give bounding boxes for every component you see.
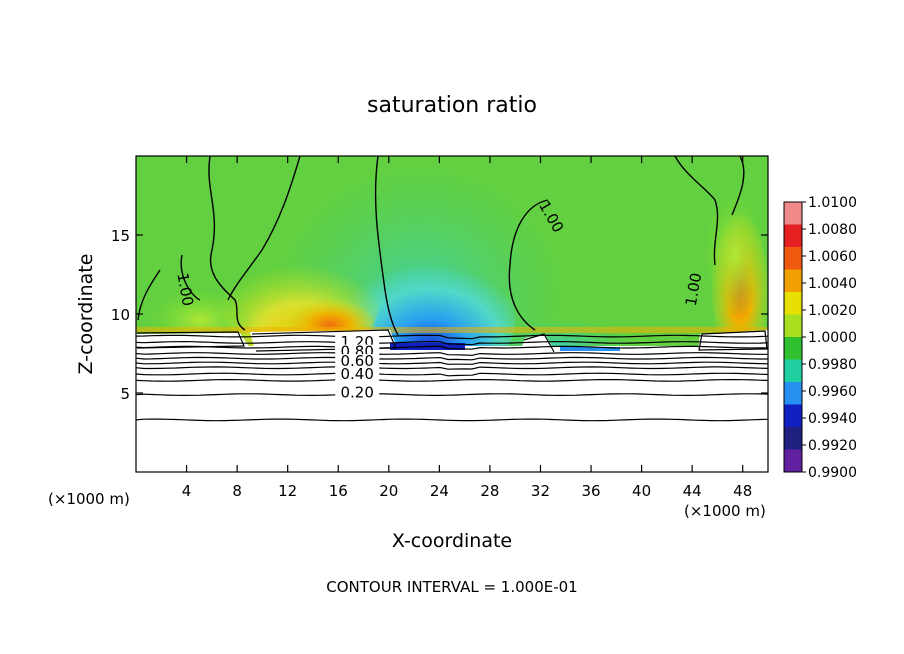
colorbar-tick-label: 1.0040 [808,276,857,292]
colorbar-tick-label: 0.9960 [808,384,857,400]
x-tick-label: 36 [581,482,600,500]
colorbar-segment [784,202,802,225]
colorbar-segment [784,224,802,248]
contour-line [135,356,768,361]
contour-label: 0.60 [340,352,373,370]
lower-contour-lines [135,334,769,422]
y-tick-label: 5 [120,385,130,403]
x-tick-label: 4 [182,482,192,500]
colorbar-segment [784,449,802,473]
y-tick-label: 10 [111,306,130,324]
colorbar-segment [784,359,802,383]
cloud-base-outlines [136,329,768,353]
colorbar-segment [784,292,802,315]
contour-line [135,366,769,370]
x-tick-label: 48 [733,482,752,500]
x-unit-left: (×1000 m) [48,490,130,508]
x-axis: 4 8 12 16 20 24 28 32 36 40 44 48 [182,156,752,500]
x-tick-label: 8 [232,482,242,500]
colorbar-tick-label: 1.0100 [808,195,857,211]
contour-label: 0.20 [340,384,373,402]
x-unit-right: (×1000 m) [684,502,766,520]
x-axis-label: X-coordinate [392,530,512,552]
x-tick-label: 32 [531,482,550,500]
colorbar-segment [784,269,802,293]
x-tick-label: 40 [632,482,651,500]
x-tick-label: 28 [480,482,499,500]
x-tick-label: 44 [683,482,702,500]
contour-line [135,340,769,346]
contour-line [135,352,768,356]
x-tick-label: 24 [430,482,449,500]
y-axis: 5 10 15 [111,227,768,403]
x-tick-label: 16 [329,482,348,500]
colorbar-segment [784,337,802,360]
y-tick-label: 15 [111,227,130,245]
x-tick-label: 20 [379,482,398,500]
contour-line [135,418,769,422]
colorbar-tick-label: 0.9920 [808,438,857,454]
colorbar-tick-label: 0.9940 [808,411,857,427]
colorbar-tick-label: 1.0020 [808,303,857,319]
colorbar-segment [784,427,802,450]
y-axis-label: Z-coordinate [75,254,97,375]
colorbar-segment [784,382,802,405]
x-tick-label: 12 [278,482,297,500]
colorbar: 1.0100 1.0080 1.0060 1.0040 1.0020 1.0000 0.99… [783,195,857,481]
saturation-field [136,156,768,472]
contour-labels: 1.001.001.001.200.800.600.400.20 [173,198,705,402]
chart-title: saturation ratio [367,93,537,118]
colorbar-tick-label: 1.0080 [808,222,857,238]
contour-line [135,361,769,365]
colorbar-tick-label: 0.9980 [808,357,857,373]
contour-label: 1.00 [682,271,706,307]
contour-line [135,334,769,340]
contour-interval-text: CONTOUR INTERVAL = 1.000E-01 [326,578,577,596]
colorbar-segment [784,314,802,338]
upper-contour-lines [137,156,745,336]
contour-label-bg [335,366,380,382]
colorbar-tick-label: 0.9900 [808,465,857,481]
contour-line [135,372,769,377]
colorbar-tick-label: 1.0000 [808,330,857,346]
colorbar-tick-label: 1.0060 [808,249,857,265]
contour-label: 0.40 [340,365,373,383]
contour-label: 1.00 [173,271,197,307]
contour-line [135,345,769,350]
contour-line [135,379,769,382]
contour-line [135,393,769,397]
contour-label-bg [335,354,380,370]
colorbar-segment [784,247,802,270]
contour-label-bg [335,385,380,401]
colorbar-segment [784,404,802,428]
